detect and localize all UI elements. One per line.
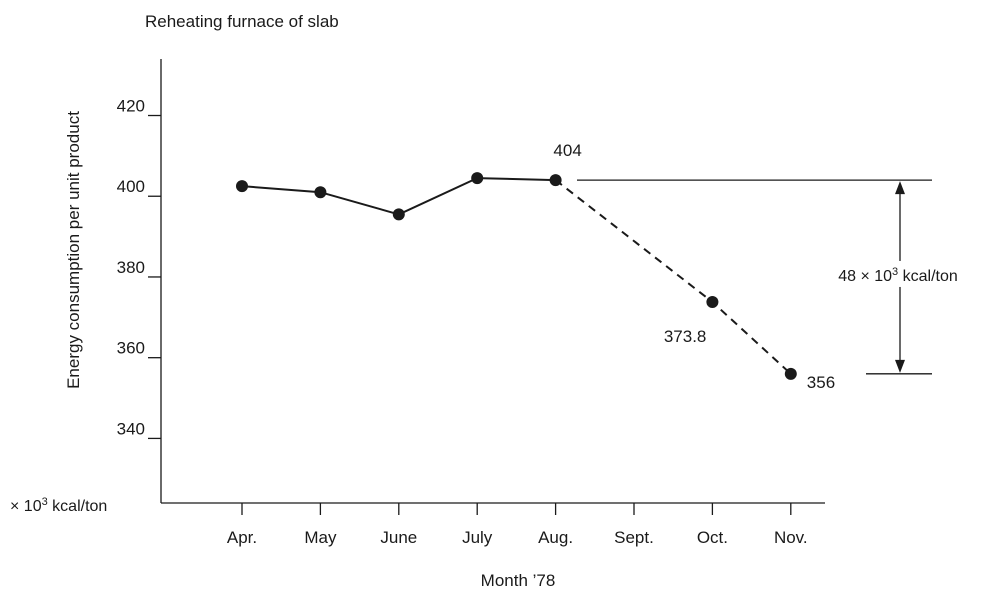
annotation-label: 48 × 103 kcal/ton: [838, 266, 958, 285]
y-axis: 340 360 380 400 420: [117, 59, 162, 503]
y-tick-label: 380: [117, 258, 145, 277]
y-axis-label: Energy consumption per unit product: [64, 111, 83, 389]
difference-annotation: 48 × 103 kcal/ton: [577, 179, 972, 375]
y-tick-label: 340: [117, 419, 145, 438]
data-point: [784, 367, 797, 380]
x-tick-label: Nov.: [774, 528, 808, 547]
data-point: [314, 186, 327, 199]
data-labels: 404 373.8 356: [553, 141, 835, 392]
data-point: [236, 180, 248, 193]
x-tick-label: June: [380, 528, 417, 547]
x-tick-label: Sept.: [614, 528, 654, 547]
series-layer: [236, 172, 797, 380]
data-label: 373.8: [664, 327, 707, 346]
data-label: 404: [553, 141, 581, 160]
x-tick-label: Aug.: [538, 528, 573, 547]
chart-title: Reheating furnace of slab: [145, 12, 339, 31]
y-unit-label: × 103 kcal/ton: [10, 496, 107, 515]
x-axis-label: Month ’78: [481, 571, 556, 590]
annotation-background: [828, 260, 972, 287]
x-tick-label: July: [462, 528, 493, 547]
x-axis: Apr. May June July Aug. Sept. Oct. Nov.: [161, 502, 825, 547]
x-tick-label: Oct.: [697, 528, 728, 547]
data-point: [706, 295, 719, 308]
y-tick-label: 420: [117, 97, 145, 116]
x-tick-label: Apr.: [227, 528, 257, 547]
arrowhead-up: [895, 181, 905, 195]
arrowhead-down: [895, 359, 905, 373]
data-point: [471, 172, 484, 185]
data-point: [549, 174, 562, 187]
y-tick-label: 400: [117, 177, 145, 196]
y-tick-label: 360: [117, 339, 145, 358]
data-point: [392, 208, 405, 221]
data-label: 356: [807, 373, 835, 392]
x-tick-label: May: [304, 528, 337, 547]
